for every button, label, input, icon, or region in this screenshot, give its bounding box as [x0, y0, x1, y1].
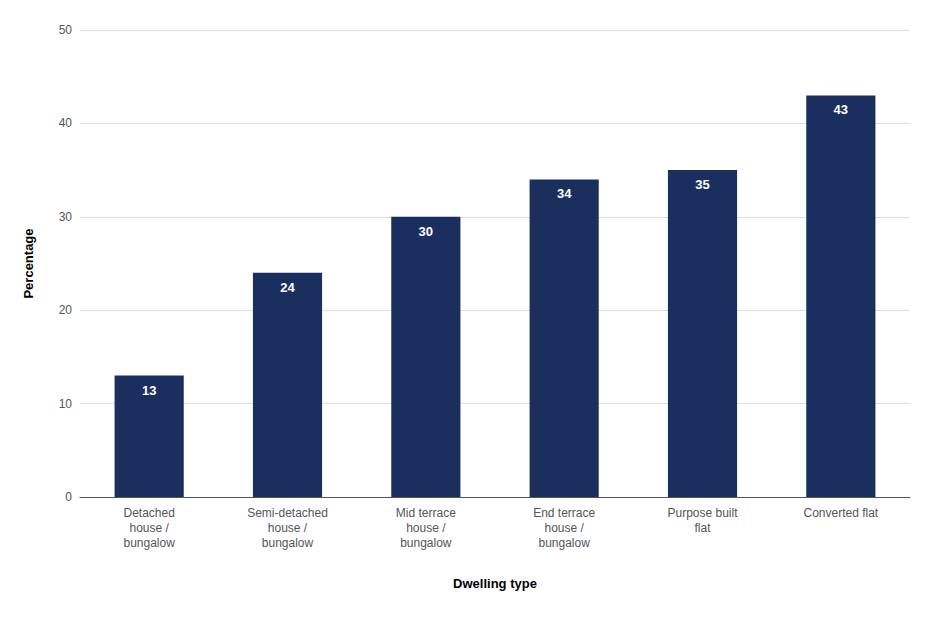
svg-text:13: 13: [142, 383, 156, 398]
svg-text:Purpose built: Purpose built: [667, 506, 738, 520]
svg-text:40: 40: [59, 116, 73, 130]
svg-text:35: 35: [695, 177, 709, 192]
svg-text:End terrace: End terrace: [533, 506, 595, 520]
svg-text:house /: house /: [544, 521, 584, 535]
svg-text:0: 0: [65, 490, 72, 504]
svg-text:bungalow: bungalow: [400, 536, 452, 550]
svg-text:10: 10: [59, 397, 73, 411]
svg-text:43: 43: [834, 102, 848, 117]
svg-text:50: 50: [59, 23, 73, 37]
svg-text:Percentage: Percentage: [21, 228, 36, 298]
svg-text:20: 20: [59, 303, 73, 317]
svg-text:house /: house /: [406, 521, 446, 535]
svg-text:30: 30: [59, 210, 73, 224]
svg-text:Dwelling type: Dwelling type: [453, 576, 537, 591]
svg-text:bungalow: bungalow: [538, 536, 590, 550]
svg-text:flat: flat: [694, 521, 711, 535]
svg-text:Semi-detached: Semi-detached: [247, 506, 328, 520]
svg-text:house /: house /: [129, 521, 169, 535]
svg-text:bungalow: bungalow: [123, 536, 175, 550]
svg-text:34: 34: [557, 186, 572, 201]
svg-text:Converted flat: Converted flat: [803, 506, 878, 520]
svg-text:Detached: Detached: [123, 506, 174, 520]
svg-text:Mid terrace: Mid terrace: [396, 506, 456, 520]
svg-text:house /: house /: [268, 521, 308, 535]
svg-text:24: 24: [280, 280, 295, 295]
svg-text:bungalow: bungalow: [262, 536, 314, 550]
svg-text:30: 30: [419, 224, 433, 239]
